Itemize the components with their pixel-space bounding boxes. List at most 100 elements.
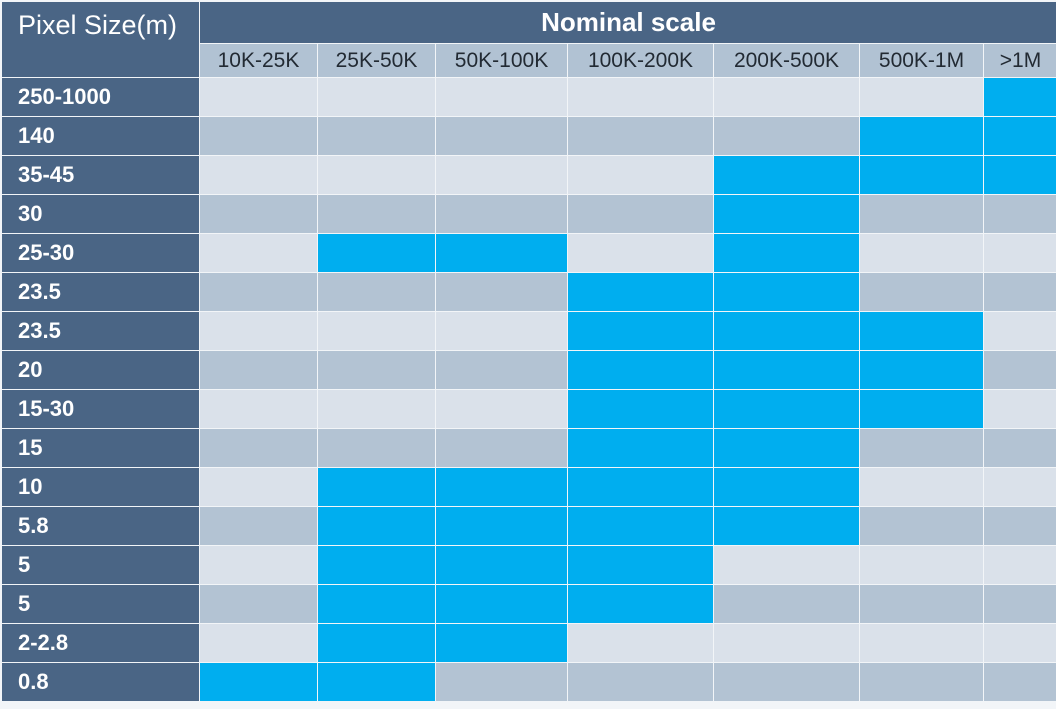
table-cell — [984, 195, 1056, 233]
table-cell — [714, 585, 859, 623]
table-cell — [568, 195, 713, 233]
table-cell — [984, 429, 1056, 467]
table-cell — [436, 663, 567, 701]
table-cell — [436, 390, 567, 428]
column-header: 100K-200K — [568, 44, 713, 77]
table-cell-highlighted — [318, 624, 435, 662]
table-cell-highlighted — [714, 351, 859, 389]
row-header: 30 — [2, 195, 199, 233]
table-cell — [200, 156, 317, 194]
column-header: 200K-500K — [714, 44, 859, 77]
table-cell — [860, 507, 983, 545]
table-cell-highlighted — [714, 312, 859, 350]
table-cell-highlighted — [714, 468, 859, 506]
table-cell — [860, 78, 983, 116]
table-cell-highlighted — [436, 234, 567, 272]
column-header: 25K-50K — [318, 44, 435, 77]
table-cell-highlighted — [568, 312, 713, 350]
row-header: 140 — [2, 117, 199, 155]
column-group-title: Nominal scale — [200, 2, 1056, 43]
table-cell — [200, 195, 317, 233]
table-cell — [436, 351, 567, 389]
table-cell — [984, 312, 1056, 350]
table-cell — [860, 624, 983, 662]
table-cell — [568, 663, 713, 701]
table-cell-highlighted — [568, 273, 713, 311]
row-header: 5 — [2, 546, 199, 584]
table-cell — [318, 195, 435, 233]
table-cell — [436, 429, 567, 467]
table-cell-highlighted — [568, 390, 713, 428]
table-cell — [714, 117, 859, 155]
table-cell — [714, 624, 859, 662]
table-cell-highlighted — [568, 585, 713, 623]
table-cell-highlighted — [984, 117, 1056, 155]
row-header: 20 — [2, 351, 199, 389]
table-cell — [984, 390, 1056, 428]
table-cell — [200, 273, 317, 311]
table-cell-highlighted — [860, 390, 983, 428]
table-cell-highlighted — [318, 234, 435, 272]
row-header: 2-2.8 — [2, 624, 199, 662]
row-header: 250-1000 — [2, 78, 199, 116]
table-cell — [568, 117, 713, 155]
table-cell — [200, 78, 317, 116]
table-cell — [436, 117, 567, 155]
table-cell — [318, 273, 435, 311]
table-cell-highlighted — [568, 429, 713, 467]
table-cell-highlighted — [714, 273, 859, 311]
row-header: 10 — [2, 468, 199, 506]
table-cell-highlighted — [860, 156, 983, 194]
table-cell — [318, 156, 435, 194]
row-header: 5.8 — [2, 507, 199, 545]
table-cell-highlighted — [568, 351, 713, 389]
table-cell-highlighted — [436, 507, 567, 545]
table-cell — [200, 507, 317, 545]
table-cell-highlighted — [568, 546, 713, 584]
table-cell — [714, 546, 859, 584]
table-cell — [984, 468, 1056, 506]
row-header: 23.5 — [2, 312, 199, 350]
table-cell — [714, 663, 859, 701]
table-cell — [984, 624, 1056, 662]
column-header: 50K-100K — [436, 44, 567, 77]
table-cell-highlighted — [860, 312, 983, 350]
table-cell — [860, 663, 983, 701]
table-cell-highlighted — [568, 507, 713, 545]
table-cell-highlighted — [200, 663, 317, 701]
table-cell — [318, 429, 435, 467]
table-cell — [984, 273, 1056, 311]
table-cell-highlighted — [714, 195, 859, 233]
table-cell — [318, 117, 435, 155]
table-cell-highlighted — [318, 546, 435, 584]
table-cell — [200, 546, 317, 584]
row-header: 15-30 — [2, 390, 199, 428]
table-cell-highlighted — [714, 234, 859, 272]
table-cell-highlighted — [318, 585, 435, 623]
table-cell — [568, 624, 713, 662]
table-cell — [984, 351, 1056, 389]
table-cell — [568, 78, 713, 116]
table-cell — [860, 468, 983, 506]
table-cell — [200, 390, 317, 428]
table-cell-highlighted — [318, 663, 435, 701]
table-cell-highlighted — [984, 156, 1056, 194]
column-header: >1M — [984, 44, 1056, 77]
table-cell — [860, 546, 983, 584]
table-cell-highlighted — [436, 585, 567, 623]
table-cell — [860, 273, 983, 311]
table-cell-highlighted — [714, 429, 859, 467]
row-header: 23.5 — [2, 273, 199, 311]
table-cell-highlighted — [568, 468, 713, 506]
row-header-title: Pixel Size(m) — [2, 2, 199, 77]
row-header: 15 — [2, 429, 199, 467]
column-header: 10K-25K — [200, 44, 317, 77]
table-cell — [200, 468, 317, 506]
table-cell — [200, 351, 317, 389]
table-cell — [860, 195, 983, 233]
column-header: 500K-1M — [860, 44, 983, 77]
row-header: 5 — [2, 585, 199, 623]
table-cell — [860, 585, 983, 623]
table-cell-highlighted — [714, 390, 859, 428]
